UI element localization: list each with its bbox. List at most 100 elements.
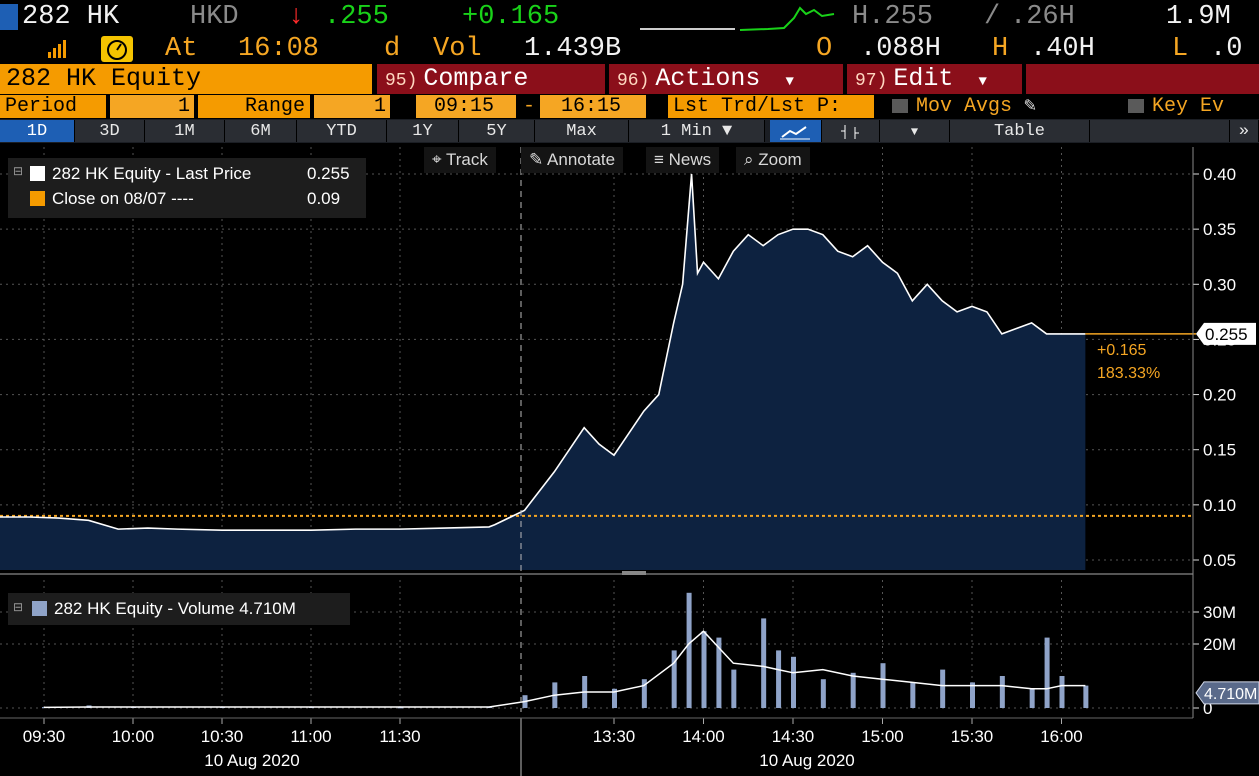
legend-name: 282 HK Equity - Volume (54, 599, 235, 618)
chevron-down-icon: ▼ (910, 125, 919, 139)
start-time-input[interactable]: 09:15 (416, 95, 516, 118)
tab-5y[interactable]: 5Y (459, 120, 535, 142)
legend-swatch (32, 601, 47, 616)
open-label: O (816, 34, 833, 64)
volume-bar (1044, 637, 1050, 708)
low-value: .0 (1210, 34, 1243, 64)
key-events-label: Key Ev (1152, 95, 1225, 118)
zoom-button[interactable]: ⌕ Zoom (736, 147, 810, 173)
edit-button[interactable]: 97) Edit ▼ (847, 64, 1022, 94)
range-input[interactable]: 1 (314, 95, 390, 118)
collapse-icon[interactable]: ⊟ (13, 164, 24, 178)
volume-bar (761, 618, 767, 708)
actions-button[interactable]: 96) Actions ▼ (609, 64, 843, 94)
volume-bar (612, 688, 617, 708)
resize-handle[interactable] (622, 571, 646, 575)
time-tick-label: 15:00 (861, 727, 904, 746)
interval-dropdown[interactable]: 1 Min ▼ (629, 120, 765, 142)
legend-swatch (30, 191, 45, 206)
track-label: Track (446, 150, 488, 169)
more-button[interactable]: » (1230, 120, 1259, 142)
volume-bars (42, 592, 1089, 709)
candle-chart-icon[interactable] (822, 120, 880, 142)
quote-time: 16:08 (238, 34, 320, 64)
interval-label: 1 Min (660, 122, 712, 141)
bid-ask-separator: / (984, 2, 1001, 32)
range-label: Range (198, 95, 310, 118)
ticker-bar: 282 HK HKD ↓ .255 +0.165 H.255 / .26H 1.… (0, 0, 1259, 34)
volume-tick-label: 30M (1203, 603, 1236, 622)
volume-bar (1059, 676, 1065, 708)
time-tick-label: 15:30 (951, 727, 994, 746)
news-label: News (668, 150, 712, 169)
tab-3d[interactable]: 3D (75, 120, 145, 142)
last-trade-selector[interactable]: Lst Trd/Lst P: (668, 95, 874, 118)
table-button[interactable]: Table (950, 120, 1090, 142)
price-tick-label: 0.40 (1203, 165, 1236, 184)
chart-area[interactable]: 0.400.350.300.250.200.150.100.05 30M20M0… (0, 143, 1259, 776)
volume-tick-label: 20M (1203, 635, 1236, 654)
compare-button[interactable]: 95) Compare (377, 64, 605, 94)
tab-ytd[interactable]: YTD (297, 120, 387, 142)
actions-label: Actions (655, 64, 761, 93)
tab-filler (1090, 120, 1230, 142)
checkbox-icon (1128, 98, 1144, 113)
date-label: 10 Aug 2020 (204, 751, 299, 770)
last-price: .255 (324, 2, 389, 32)
end-time-input[interactable]: 16:15 (540, 95, 646, 118)
ticker-symbol[interactable]: 282 HK (22, 2, 120, 32)
news-button[interactable]: ≡ News (646, 147, 720, 173)
legend-item-close: Close on 08/07 ---- (30, 189, 194, 209)
volume-bar (671, 650, 677, 708)
last-price-badge-label: 0.255 (1205, 325, 1248, 344)
pencil-icon: ✎ (529, 150, 544, 169)
currency-label: HKD (190, 2, 239, 32)
compare-label: Compare (423, 64, 529, 93)
volume-bar (716, 637, 722, 708)
collapse-icon[interactable]: ⊟ (13, 600, 24, 614)
time-tick-label: 14:00 (682, 727, 725, 746)
checkbox-icon (892, 98, 908, 113)
size-value: 1.9M (1166, 2, 1231, 32)
volume-bar (1083, 685, 1089, 708)
annotate-button[interactable]: ✎ Annotate (521, 147, 624, 173)
high-value: .40H (1030, 34, 1095, 64)
period-label: Period (0, 95, 106, 118)
price-tick-label: 0.30 (1203, 275, 1236, 294)
volume-tick-label: 0 (1203, 699, 1212, 718)
volume-legend[interactable]: ⊟ 282 HK Equity - Volume 4.710M (8, 593, 350, 625)
tab-max[interactable]: Max (535, 120, 629, 142)
at-label: At (165, 34, 198, 64)
security-field[interactable]: 282 HK Equity (0, 64, 372, 94)
volume-bar (850, 672, 856, 708)
volume-bar (776, 650, 782, 708)
volume-bar (398, 707, 403, 709)
tab-1m[interactable]: 1M (145, 120, 225, 142)
magnifier-icon: ⌕ (744, 150, 754, 169)
chart-type-dropdown[interactable]: ▼ (880, 120, 950, 142)
menu-filler (1026, 64, 1259, 94)
security-color-marker (0, 4, 18, 30)
volume-bar (940, 669, 946, 708)
time-range-dash: - (523, 95, 536, 118)
trade-underline (640, 28, 735, 30)
volume-value: 1.439B (524, 34, 622, 64)
bid-price: H.255 (852, 2, 934, 32)
last-volume-badge-label: 4.710M (1204, 686, 1257, 703)
tab-1d[interactable]: 1D (0, 120, 75, 142)
period-input[interactable]: 1 (110, 95, 194, 118)
time-tick-label: 11:30 (379, 727, 420, 746)
gauge-icon[interactable] (101, 36, 133, 62)
price-legend[interactable]: ⊟ 282 HK Equity - Last Price 0.255 Close… (8, 158, 366, 218)
key-events-toggle[interactable]: Key Ev (1128, 95, 1224, 118)
tab-1y[interactable]: 1Y (387, 120, 459, 142)
range-tabs: 1D 3D 1M 6M YTD 1Y 5Y Max 1 Min ▼ ▼ Tabl… (0, 119, 1259, 143)
legend-value: 0.09 (307, 189, 341, 208)
legend-item-volume: 282 HK Equity - Volume 4.710M (32, 599, 296, 619)
track-button[interactable]: ⌖ Track (424, 147, 496, 173)
tab-6m[interactable]: 6M (225, 120, 297, 142)
moving-averages-toggle[interactable]: Mov Avgs ✎ (892, 95, 1036, 118)
line-chart-icon[interactable] (770, 120, 822, 142)
volume-label: Vol (433, 34, 482, 64)
price-tick-label: 0.10 (1203, 496, 1236, 515)
